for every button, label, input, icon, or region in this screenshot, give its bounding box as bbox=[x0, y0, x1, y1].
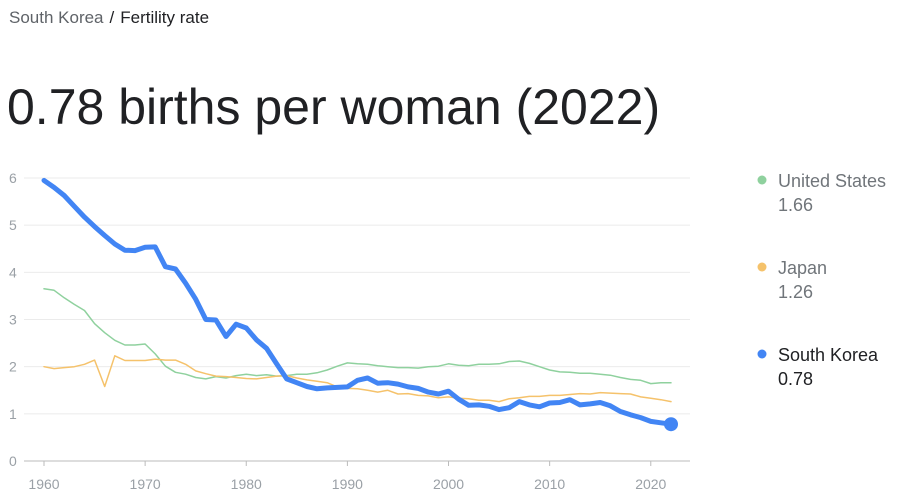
breadcrumb-separator: / bbox=[109, 8, 115, 27]
legend-name[interactable]: South Korea bbox=[778, 345, 879, 365]
y-tick-label: 3 bbox=[9, 312, 17, 328]
legend-value[interactable]: 1.66 bbox=[778, 195, 813, 215]
y-tick-label: 5 bbox=[9, 217, 17, 233]
x-tick-label: 2010 bbox=[534, 476, 565, 492]
legend-dot[interactable] bbox=[757, 175, 767, 185]
y-tick-label: 4 bbox=[9, 264, 17, 280]
breadcrumb: South Korea / Fertility rate bbox=[9, 8, 209, 28]
y-tick-label: 1 bbox=[9, 406, 17, 422]
series-line bbox=[43, 288, 672, 385]
legend-name[interactable]: United States bbox=[778, 171, 886, 191]
breadcrumb-current: Fertility rate bbox=[120, 8, 210, 27]
x-tick-label: 1990 bbox=[332, 476, 363, 492]
headline: 0.78 births per woman (2022) bbox=[7, 79, 661, 135]
x-tick-label: 1960 bbox=[28, 476, 59, 492]
legend-value[interactable]: 0.78 bbox=[778, 369, 813, 389]
breadcrumb-parent[interactable]: South Korea bbox=[9, 8, 104, 27]
x-tick-label: 2020 bbox=[635, 476, 666, 492]
legend-dot[interactable] bbox=[757, 349, 767, 359]
x-tick-label: 2000 bbox=[433, 476, 464, 492]
legend-value[interactable]: 1.26 bbox=[778, 282, 813, 302]
x-tick-label: 1970 bbox=[130, 476, 161, 492]
series-line bbox=[41, 177, 674, 427]
legend-name[interactable]: Japan bbox=[778, 258, 827, 278]
y-tick-label: 6 bbox=[9, 170, 17, 186]
series-line bbox=[43, 355, 672, 403]
x-tick-label: 1980 bbox=[231, 476, 262, 492]
y-tick-label: 2 bbox=[9, 359, 17, 375]
legend-dot[interactable] bbox=[757, 262, 767, 272]
y-tick-label: 0 bbox=[9, 453, 17, 469]
end-point bbox=[664, 417, 678, 432]
